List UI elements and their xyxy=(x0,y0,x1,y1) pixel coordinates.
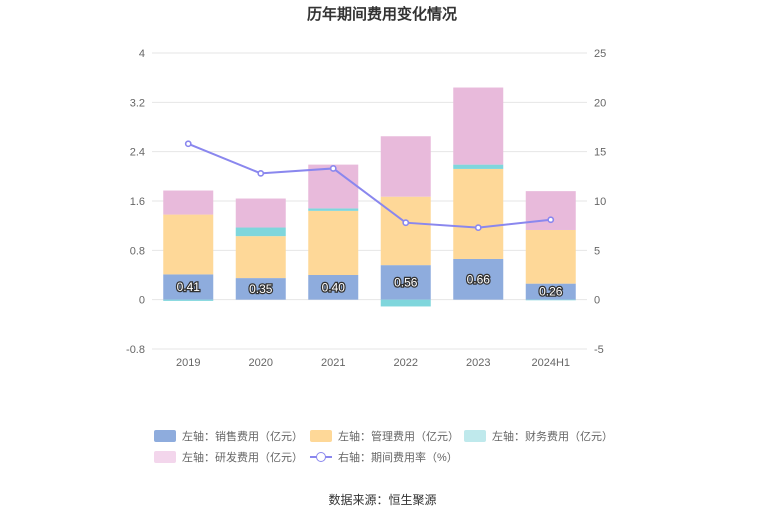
bar-segment xyxy=(163,190,214,215)
bar-segment xyxy=(525,299,576,301)
bar-value-label: 0.35 xyxy=(249,282,273,296)
bar-segment xyxy=(163,214,214,275)
rate-line xyxy=(184,140,555,232)
x-tick-label: 2024H1 xyxy=(531,357,570,369)
bar-segment xyxy=(453,87,504,165)
right-tick-label: 15 xyxy=(594,147,606,159)
right-tick-label: 10 xyxy=(594,196,606,208)
bars xyxy=(163,87,576,307)
legend-label-rnd: 左轴：研发费用（亿元） xyxy=(182,452,303,464)
bar-segment xyxy=(453,258,504,300)
legend-item-sales[interactable]: 左轴：销售费用（亿元） xyxy=(154,428,303,444)
legend-swatch-admin xyxy=(310,430,332,442)
bar-segment xyxy=(235,198,286,228)
rate-point xyxy=(329,165,337,172)
chart-title: 历年期间费用变化情况 xyxy=(307,5,457,23)
left-tick-label: 0 xyxy=(139,295,145,307)
rate-point xyxy=(474,224,482,232)
rate-point xyxy=(547,216,555,224)
bar-segment xyxy=(380,136,431,197)
legend-swatch-rnd xyxy=(154,451,176,463)
legend-item-finance[interactable]: 左轴：财务费用（亿元） xyxy=(464,428,613,444)
bar-segment xyxy=(308,275,359,300)
bar-segment xyxy=(380,196,431,266)
bar-segment xyxy=(163,299,214,301)
right-tick-label: 0 xyxy=(594,295,600,307)
bar-segment xyxy=(235,278,286,300)
bar-segment xyxy=(525,229,576,284)
left-tick-label: 3.2 xyxy=(130,97,145,109)
bar-value-label: 0.56 xyxy=(394,275,418,289)
bar-segment xyxy=(380,265,431,300)
right-tick-label: 20 xyxy=(594,97,606,109)
left-axis: -0.8 0 0.8 1.6 2.4 3.2 4 xyxy=(126,48,145,356)
bar-segment xyxy=(308,208,359,211)
right-tick-label: -5 xyxy=(594,344,604,356)
left-tick-label: 2.4 xyxy=(130,147,145,159)
legend-swatch-rate xyxy=(310,451,332,463)
legend-item-admin[interactable]: 左轴：管理费用（亿元） xyxy=(310,428,459,444)
bar-value-label: 0.41 xyxy=(177,280,201,294)
bar-value-label: 0.26 xyxy=(539,285,563,299)
x-axis: 2019 2020 2021 2022 2023 2024H1 xyxy=(176,357,570,369)
bar-segment xyxy=(453,164,504,169)
rate-point xyxy=(184,140,192,148)
left-tick-label: 1.6 xyxy=(130,196,145,208)
legend-swatch-sales xyxy=(154,430,176,442)
x-tick-label: 2021 xyxy=(321,357,345,369)
bar-segment xyxy=(308,164,359,209)
rate-line-path xyxy=(187,142,551,229)
legend-swatch-finance xyxy=(464,430,486,442)
rate-point xyxy=(402,219,410,227)
bar-value-label: 0.40 xyxy=(322,280,346,294)
right-axis: -5 0 5 10 15 20 25 xyxy=(594,48,606,356)
left-tick-label: 4 xyxy=(139,48,145,60)
bar-segment xyxy=(308,210,359,275)
bar-segment xyxy=(453,168,504,259)
x-tick-label: 2020 xyxy=(249,357,273,369)
legend-item-rnd[interactable]: 左轴：研发费用（亿元） xyxy=(154,449,303,465)
bar-segment xyxy=(163,274,214,300)
x-tick-label: 2023 xyxy=(466,357,490,369)
legend-label-finance: 左轴：财务费用（亿元） xyxy=(492,431,613,443)
bar-labels: 0.41 0.35 0.40 0.56 0.66 0.26 xyxy=(175,271,564,300)
bar-value-label: 0.66 xyxy=(467,272,491,286)
bar-segment xyxy=(235,227,286,237)
left-tick-label: 0.8 xyxy=(130,245,145,257)
right-tick-label: 5 xyxy=(594,245,600,257)
left-tick-label: -0.8 xyxy=(126,344,145,356)
bar-segment xyxy=(235,236,286,279)
x-tick-label: 2022 xyxy=(394,357,418,369)
legend-label-sales: 左轴：销售费用（亿元） xyxy=(182,431,303,443)
legend-item-rate[interactable]: 右轴：期间费用率（%） xyxy=(310,449,458,465)
bar-segment xyxy=(525,191,576,230)
grid xyxy=(152,52,587,350)
legend-label-rate: 右轴：期间费用率（%） xyxy=(338,452,458,464)
bar-segment xyxy=(525,283,576,300)
legend-label-admin: 左轴：管理费用（亿元） xyxy=(338,431,459,443)
x-tick-label: 2019 xyxy=(176,357,200,369)
bar-segment xyxy=(380,299,431,307)
source-note: 数据来源：恒生聚源 xyxy=(328,493,437,507)
rate-point xyxy=(257,169,265,177)
right-tick-label: 25 xyxy=(594,48,606,60)
